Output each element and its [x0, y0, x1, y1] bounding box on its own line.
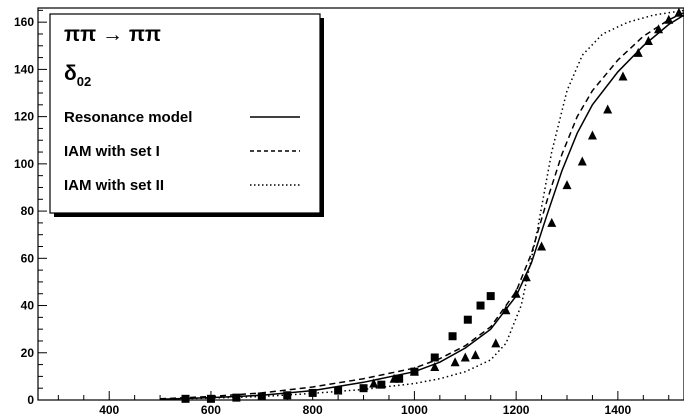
dashed-curve	[160, 12, 684, 400]
triangle-point	[460, 352, 470, 362]
data-points	[181, 7, 684, 403]
legend: ππ → ππ δ02 Resonance model IAM with set…	[49, 13, 324, 217]
triangle-point	[511, 288, 521, 298]
triangle-point	[562, 180, 572, 190]
triangle-point	[470, 350, 480, 360]
x-tick-label: 400	[99, 403, 119, 417]
triangle-point	[643, 36, 653, 46]
y-tick-label: 140	[14, 62, 34, 76]
triangle-point	[664, 14, 674, 24]
square-point	[283, 391, 292, 400]
y-tick-label: 60	[21, 251, 35, 265]
legend-box	[49, 13, 321, 214]
y-tick-label: 100	[14, 157, 34, 171]
triangle-point	[450, 357, 460, 367]
square-point	[308, 388, 317, 397]
x-tick-label: 1400	[605, 403, 632, 417]
y-tick-label: 80	[21, 204, 35, 218]
legend-entry-label: IAM with set I	[64, 143, 160, 160]
triangle-point	[587, 130, 597, 140]
square-point	[463, 315, 472, 324]
square-point	[206, 394, 215, 403]
triangle-point	[521, 272, 531, 282]
triangle-point	[547, 217, 557, 227]
triangle-point	[501, 305, 511, 315]
legend-entry-label: IAM with set II	[64, 177, 164, 194]
x-tick-label: 600	[201, 403, 221, 417]
x-tick-label: 1200	[503, 403, 530, 417]
y-tick-label: 120	[14, 110, 34, 124]
y-tick-label: 0	[27, 393, 34, 407]
square-point	[181, 394, 190, 403]
triangle-point	[369, 378, 379, 388]
square-point	[377, 380, 386, 389]
square-point	[232, 393, 241, 402]
triangle-point	[654, 24, 664, 34]
triangle-point	[430, 361, 440, 371]
triangle-point	[603, 104, 613, 114]
triangle-point	[633, 47, 643, 57]
square-point	[448, 332, 457, 341]
y-tick-label: 160	[14, 15, 34, 29]
square-point	[430, 353, 439, 362]
x-tick-label: 1000	[401, 403, 428, 417]
legend-quantity-subscript: 02	[77, 74, 91, 89]
axes: 400 600 800 1000 1200 14000204060801001201401…	[14, 9, 670, 417]
triangle-point	[577, 156, 587, 166]
triangle-point	[537, 241, 547, 251]
triangle-point	[618, 71, 628, 81]
triangle-point	[674, 7, 684, 17]
square-point	[359, 384, 368, 393]
legend-entry-label: Resonance model	[64, 109, 192, 126]
triangle-point	[409, 366, 419, 376]
square-point	[476, 301, 485, 310]
square-point	[257, 392, 266, 401]
y-tick-label: 40	[21, 299, 35, 313]
triangle-point	[389, 373, 399, 383]
y-tick-label: 20	[21, 346, 35, 360]
legend-quantity-symbol: δ	[64, 62, 77, 85]
square-point	[395, 374, 404, 383]
square-point	[486, 292, 495, 301]
square-point	[334, 386, 343, 395]
legend-quantity-label: δ02	[64, 62, 91, 89]
triangle-point	[491, 338, 501, 348]
x-tick-label: 800	[303, 403, 323, 417]
legend-process-label: ππ → ππ	[64, 23, 161, 46]
